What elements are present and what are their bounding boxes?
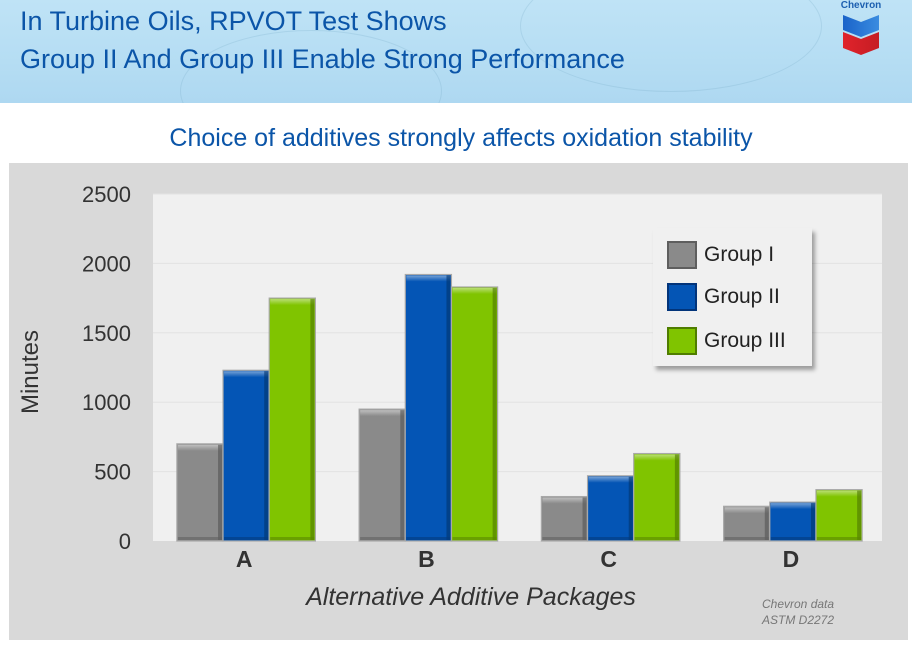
bar-bevel-bottom [224, 537, 269, 540]
bar-bevel-bottom [588, 537, 633, 540]
bar-bevel-top [452, 287, 497, 294]
chevron-logo: Chevron [836, 0, 886, 56]
bar-body [222, 369, 270, 542]
bar-bevel-right [400, 410, 405, 540]
chart-title: Choice of additives strongly affects oxi… [169, 124, 753, 152]
bar-group-iii-d [815, 489, 863, 542]
y-tick-label: 500 [94, 460, 131, 485]
y-tick-label: 1000 [82, 390, 131, 415]
bar-body [540, 495, 589, 542]
bar-bevel-top [816, 490, 862, 497]
x-tick-label: D [783, 546, 800, 572]
y-tick-label: 2500 [82, 182, 131, 207]
bar-body [815, 489, 863, 542]
bar-bevel-top [224, 371, 269, 378]
source-note-line-2: ASTM D2272 [762, 613, 835, 627]
source-note: Chevron data ASTM D2272 [762, 596, 834, 628]
bar-bevel-bottom [177, 537, 223, 540]
bar-body [358, 408, 406, 542]
bar-bevel-bottom [542, 537, 587, 540]
y-tick-label: 0 [119, 529, 131, 554]
legend-swatch-group-ii [667, 283, 697, 311]
bar-bevel-right [218, 444, 223, 540]
y-tick-labels: 0 500 1000 1500 2000 2500 [82, 182, 131, 554]
bar-bevel-top [177, 444, 223, 451]
bar-group-ii-b [404, 273, 453, 542]
bar-bevel-top [588, 476, 633, 483]
bar-body [586, 475, 635, 542]
bar-bevel-top [542, 497, 587, 504]
bar-body [404, 273, 453, 542]
bar-group-iii-b [450, 286, 499, 542]
bar-bevel-right [764, 507, 769, 540]
bar-bevel-bottom [634, 537, 679, 540]
bar-bevel-right [857, 490, 862, 540]
bar-group-i-c [540, 495, 589, 542]
bar-bevel-right [492, 287, 497, 540]
chevron-logo-icon [843, 15, 879, 55]
bar-body [633, 452, 681, 542]
source-note-line-1: Chevron data [762, 597, 835, 611]
bar-bevel-top [770, 503, 815, 510]
bar-bevel-top [634, 454, 679, 461]
bar-group-i-b [358, 408, 406, 542]
legend-item-group-iii: Group III [667, 326, 786, 356]
bar-bevel-right [674, 454, 679, 540]
x-tick-label: B [418, 546, 435, 572]
slide-title-line-2: Group II And Group III Enable Strong Per… [20, 44, 625, 74]
bar-bevel-bottom [816, 537, 862, 540]
bar-group-ii-d [769, 501, 817, 542]
bar-bevel-bottom [452, 537, 497, 540]
bar-bevel-bottom [270, 537, 315, 540]
chart-legend: Group I Group II Group III [653, 228, 812, 366]
bar-bevel-bottom [724, 537, 769, 540]
bar-bevel-right [446, 275, 451, 540]
legend-label: Group III [704, 329, 786, 352]
bar-bevel-bottom [770, 537, 815, 540]
bar-bevel-right [582, 497, 587, 540]
legend-swatch-group-iii [667, 327, 697, 355]
bar-group-i-d [723, 505, 771, 542]
y-tick-label: 1500 [82, 321, 131, 346]
bar-bevel-top [724, 507, 769, 514]
x-axis-label: Alternative Additive Packages [304, 583, 636, 611]
bars [176, 273, 863, 542]
bar-group-ii-c [586, 475, 635, 542]
x-tick-labels: A B C D [236, 546, 799, 572]
bar-group-iii-a [268, 297, 316, 542]
y-tick-label: 2000 [82, 251, 131, 276]
x-tick-label: A [236, 546, 253, 572]
y-axis-label: Minutes [17, 330, 44, 414]
bar-group-i-a [176, 443, 224, 542]
bar-bevel-right [810, 503, 815, 540]
x-tick-label: C [600, 546, 617, 572]
slide-header: In Turbine Oils, RPVOT Test Shows Group … [0, 0, 912, 103]
bar-bevel-top [406, 275, 451, 282]
bar-bevel-right [264, 371, 269, 540]
logo-text: Chevron [840, 0, 882, 11]
bar-body [176, 443, 224, 542]
bar-bevel-right [310, 299, 315, 540]
bar-group-iii-c [633, 452, 681, 542]
legend-item-group-ii: Group II [667, 282, 780, 312]
bar-body [268, 297, 316, 542]
bar-bevel-top [360, 410, 405, 417]
legend-label: Group II [704, 285, 780, 308]
bar-bevel-right [628, 476, 633, 540]
legend-swatch-group-i [667, 241, 697, 269]
bar-bevel-bottom [406, 537, 451, 540]
bar-body [450, 286, 499, 542]
bar-group-ii-a [222, 369, 270, 542]
legend-label: Group I [704, 243, 775, 266]
bar-bevel-top [270, 299, 315, 306]
slide-title-line-1: In Turbine Oils, RPVOT Test Shows [20, 6, 447, 36]
legend-item-group-i: Group I [667, 240, 774, 270]
bar-bevel-bottom [360, 537, 405, 540]
